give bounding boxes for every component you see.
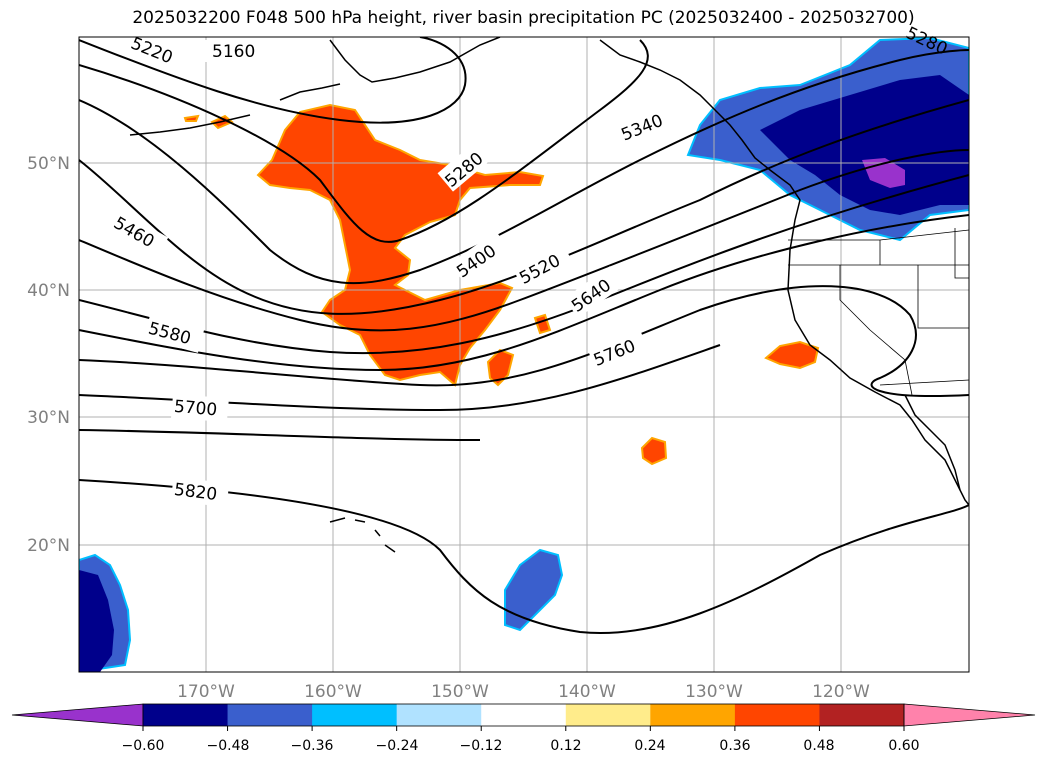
colorbar-segment	[396, 704, 482, 726]
lat-label-20n: 20°N	[27, 536, 70, 556]
lon-label-120w: 120°W	[812, 682, 870, 702]
coastlines	[129, 37, 969, 553]
colorbar-tick-label: −0.48	[207, 738, 250, 754]
colorbar-segment	[650, 704, 736, 726]
lon-label-150w: 150°W	[431, 682, 489, 702]
lat-label-30n: 30°N	[27, 408, 70, 428]
map-title: 2025032200 F048 500 hPa height, river ba…	[132, 8, 915, 28]
colorbar-tick-label: 0.36	[719, 738, 750, 754]
colorbar-tick-label: −0.12	[460, 738, 503, 754]
positive-region-small3	[764, 340, 820, 370]
state-borders	[788, 228, 969, 396]
lon-axis-labels: 170°W 160°W 150°W 140°W 130°W 120°W	[177, 682, 870, 702]
map-frame	[78, 36, 970, 673]
colorbar-extend-high	[903, 703, 1036, 727]
colorbar-outline	[142, 703, 905, 727]
colorbar-tick-label: 0.12	[550, 738, 581, 754]
colorbar-ticks: −0.60 −0.48 −0.36 −0.24 −0.12 0.12 0.24 …	[122, 738, 920, 754]
contour-label: 5160	[212, 42, 255, 62]
colorbar-tick-label: 0.24	[634, 738, 665, 754]
colorbar-segment	[481, 704, 567, 726]
lon-label-160w: 160°W	[304, 682, 362, 702]
positive-region-small1	[486, 348, 515, 387]
colorbar-segment	[565, 704, 651, 726]
colorbar-tick-label: 0.60	[888, 738, 919, 754]
positive-region-small4	[640, 436, 668, 466]
colorbar-segment	[143, 704, 229, 726]
colorbar-tick-label: 0.48	[803, 738, 834, 754]
colorbar-segment	[734, 704, 820, 726]
negative-region-hawaii	[504, 548, 564, 632]
colorbar-tick-label: −0.24	[376, 738, 419, 754]
colorbar-tick-label: −0.60	[122, 738, 165, 754]
colorbar-tick-label: −0.36	[291, 738, 334, 754]
strong-negative-southwest	[79, 570, 114, 672]
lon-label-130w: 130°W	[685, 682, 743, 702]
colorbar-segment	[312, 704, 398, 726]
lon-label-140w: 140°W	[558, 682, 616, 702]
height-contours	[79, 37, 969, 634]
positive-region-small2	[533, 313, 552, 335]
lat-axis-labels: 50°N 40°N 30°N 20°N	[27, 154, 70, 556]
colorbar-extend-low	[11, 703, 144, 727]
lat-label-40n: 40°N	[27, 281, 70, 301]
colorbar-segment	[819, 704, 905, 726]
lon-label-170w: 170°W	[177, 682, 235, 702]
colorbar	[11, 703, 1036, 731]
contour-label: 5700	[173, 397, 218, 421]
gridlines	[79, 37, 969, 672]
colorbar-segment	[227, 704, 313, 726]
lat-label-50n: 50°N	[27, 154, 70, 174]
positive-region-small6	[183, 114, 200, 122]
strong-negative-northwest	[760, 75, 969, 215]
